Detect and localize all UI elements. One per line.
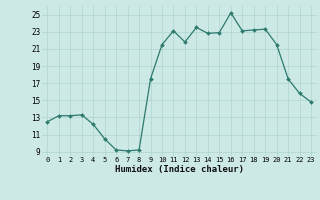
X-axis label: Humidex (Indice chaleur): Humidex (Indice chaleur) xyxy=(115,165,244,174)
